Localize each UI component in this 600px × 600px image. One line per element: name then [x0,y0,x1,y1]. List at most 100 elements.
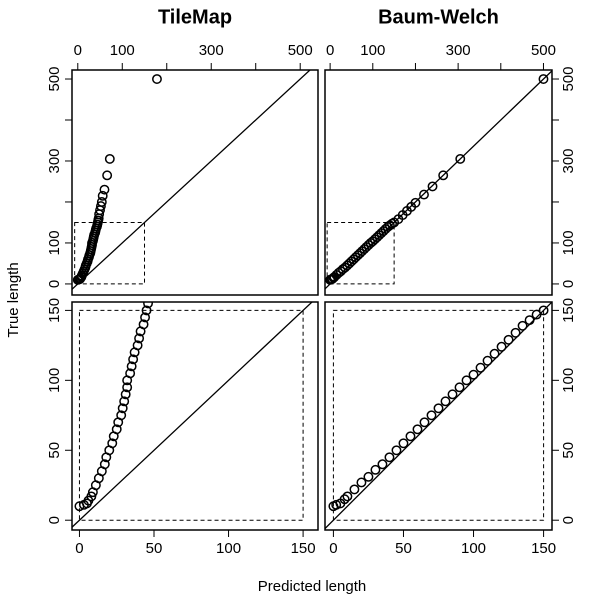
point [510,327,521,338]
plot-area [72,302,313,529]
point [86,491,97,502]
point [377,459,388,470]
panel-frame [71,69,319,296]
point [410,197,421,208]
point [117,403,128,414]
point [356,477,367,488]
point [455,153,466,164]
x-tick-label: 100 [110,42,135,59]
y-tick-label: 500 [560,67,577,92]
point [496,341,507,352]
point [111,424,122,435]
point [125,368,136,379]
x-tick-label: 500 [531,42,556,59]
point [349,484,360,495]
point [331,499,342,510]
panel-title: Baum-Welch [378,6,499,28]
plot-area [72,70,311,291]
point [104,153,115,164]
y-tick-label: 0 [46,280,63,288]
point [503,334,514,345]
point [134,333,145,344]
point [482,355,493,366]
panel-frame [324,301,553,531]
point [412,424,423,435]
point [99,184,110,195]
point [489,348,500,359]
x-tick-label: 0 [74,42,82,59]
y-tick-label: 0 [560,516,577,524]
identity-line [325,302,552,530]
point [120,389,131,400]
y-tick-label: 300 [560,148,577,173]
point [122,382,133,393]
point [140,312,151,323]
point [531,309,542,320]
point [152,74,162,84]
point [384,452,395,463]
panel-frame [324,69,553,296]
point [141,305,152,316]
x-tick-label: 0 [326,42,334,59]
zoom-box [332,309,545,521]
point [128,354,139,365]
point [95,201,106,212]
x-tick-label: 500 [288,42,313,59]
point [116,410,127,421]
plot-area [325,302,552,530]
point [440,396,451,407]
plot-area [325,70,552,290]
x-tick-label: 100 [461,540,486,557]
point [538,74,549,84]
point [96,197,107,207]
point [107,438,118,449]
x-tick-label: 50 [146,540,163,557]
y-tick-label: 300 [46,148,63,173]
x-tick-label: 300 [199,42,224,59]
x-tick-label: 100 [360,42,385,59]
zoom-box [74,221,146,285]
y-tick-label: 150 [46,298,63,323]
y-tick-label: 0 [46,516,63,524]
point [119,396,130,407]
point [454,382,465,393]
x-axis-label: Predicted length [258,578,366,595]
point [143,302,153,309]
point [328,272,339,283]
point [138,319,149,330]
point [132,340,143,351]
y-tick-label: 150 [560,298,577,323]
y-tick-label: 0 [560,280,577,288]
x-tick-label: 0 [329,540,337,557]
x-tick-label: 100 [216,540,241,557]
point [438,170,449,181]
panel-title: TileMap [158,6,232,28]
point [405,431,416,442]
point [102,170,113,181]
y-tick-label: 100 [560,368,577,393]
x-tick-label: 150 [291,540,316,557]
x-tick-label: 150 [531,540,556,557]
point [126,361,137,372]
point [398,438,409,449]
y-tick-label: 500 [46,67,63,92]
y-axis-label: True length [5,262,22,337]
x-tick-label: 50 [395,540,412,557]
point [538,305,549,316]
x-tick-label: 300 [446,42,471,59]
point [475,362,486,373]
identity-line [72,70,311,291]
y-tick-label: 100 [560,230,577,255]
point [370,464,381,475]
y-tick-label: 50 [46,442,63,459]
point [426,410,437,421]
panel-frame [71,301,319,531]
point [461,375,472,386]
point [419,417,430,428]
point [342,491,353,502]
point [433,403,444,414]
point [427,181,438,192]
point [419,189,429,200]
point [468,369,479,380]
